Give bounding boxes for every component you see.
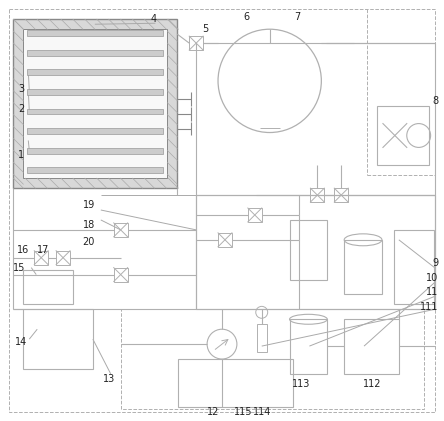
Text: 113: 113 — [292, 379, 311, 389]
Text: 19: 19 — [83, 200, 95, 210]
Text: 12: 12 — [207, 407, 219, 417]
Bar — [56, 251, 70, 265]
Bar — [24, 309, 93, 369]
Text: 111: 111 — [420, 302, 439, 312]
Text: 10: 10 — [426, 272, 439, 282]
Text: 11: 11 — [426, 288, 439, 298]
Text: 1: 1 — [18, 150, 24, 160]
Bar — [27, 89, 163, 95]
Bar — [27, 109, 163, 115]
Bar — [218, 233, 232, 247]
Bar — [310, 188, 324, 202]
Text: 20: 20 — [83, 237, 95, 247]
Text: 115: 115 — [234, 407, 252, 417]
Bar — [289, 220, 327, 280]
Text: 18: 18 — [83, 220, 95, 230]
Bar — [289, 319, 327, 374]
Bar — [24, 269, 73, 304]
Bar — [189, 36, 203, 50]
Bar — [27, 128, 163, 134]
Text: 112: 112 — [363, 379, 381, 389]
Text: 114: 114 — [253, 407, 271, 417]
Bar — [13, 19, 177, 188]
Bar — [114, 268, 127, 282]
Bar — [394, 230, 434, 304]
Text: 15: 15 — [13, 263, 26, 273]
Bar — [121, 309, 424, 409]
Text: 8: 8 — [432, 96, 439, 106]
Text: 2: 2 — [18, 104, 24, 114]
Bar — [27, 69, 163, 75]
Text: 9: 9 — [432, 258, 439, 268]
Text: 3: 3 — [18, 84, 24, 94]
Text: 6: 6 — [244, 12, 250, 22]
Text: 5: 5 — [202, 24, 208, 34]
Text: 7: 7 — [294, 12, 301, 22]
Bar — [24, 29, 167, 178]
Text: 4: 4 — [151, 14, 157, 24]
Bar — [344, 319, 399, 374]
Bar — [248, 208, 262, 222]
Bar — [34, 251, 48, 265]
Bar — [178, 359, 293, 407]
Bar — [27, 50, 163, 56]
Bar — [334, 188, 348, 202]
Bar — [114, 223, 127, 237]
Text: 13: 13 — [103, 374, 115, 384]
Bar — [257, 324, 267, 352]
Text: 14: 14 — [15, 337, 28, 347]
Bar — [196, 195, 435, 309]
Bar — [27, 167, 163, 173]
Bar — [27, 30, 163, 36]
Text: 16: 16 — [17, 245, 29, 255]
Bar — [344, 240, 382, 294]
Bar — [377, 106, 428, 165]
Bar — [27, 148, 163, 154]
Text: 17: 17 — [37, 245, 49, 255]
